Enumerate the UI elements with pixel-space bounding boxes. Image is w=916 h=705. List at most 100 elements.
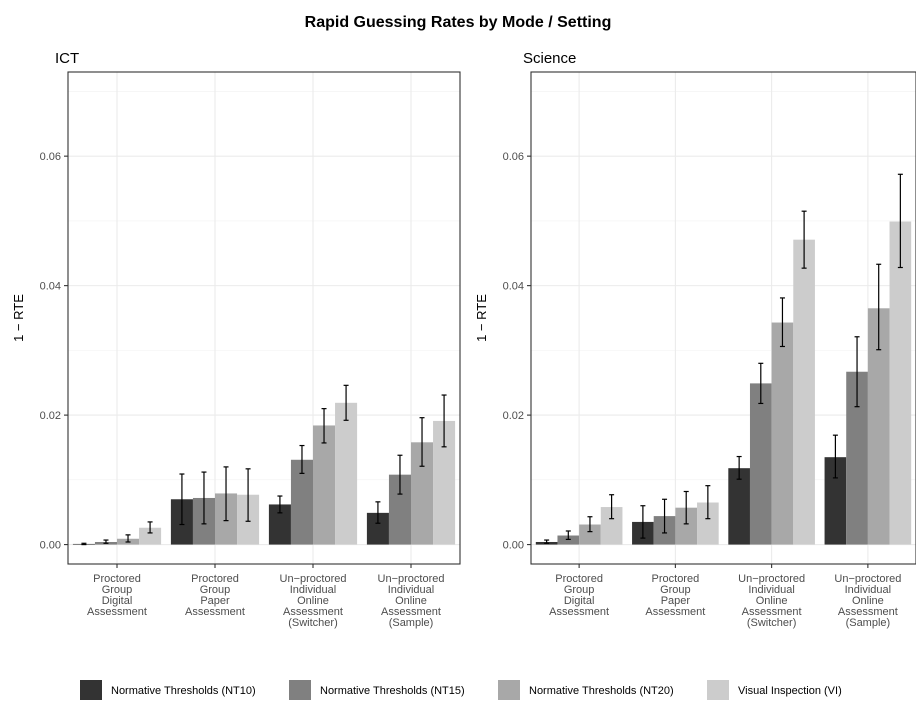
error-bar	[277, 495, 283, 514]
bar	[411, 442, 434, 545]
error-bar	[897, 173, 903, 269]
legend-item: Normative Thresholds (NT20)	[498, 680, 674, 702]
x-tick-label-line: Assessment	[185, 606, 245, 618]
bar	[290, 459, 313, 545]
legend-label: Visual Inspection (VI)	[738, 685, 842, 697]
y-axis-title: 1 − RTE	[474, 294, 489, 342]
x-tick-label: Un−proctored Individual Online Assessment (S…	[834, 573, 901, 629]
error-bar	[201, 471, 207, 525]
bar	[889, 221, 912, 545]
x-tick-label-line: Group	[102, 584, 133, 596]
bar	[335, 402, 358, 545]
y-tick-label: 0.04	[503, 281, 524, 293]
bar	[728, 468, 750, 545]
x-tick-label: Proctored Group Digital Assessment	[549, 573, 609, 618]
x-tick-label: Proctored Group Digital Assessment	[87, 573, 147, 618]
error-bar	[375, 501, 381, 524]
bar	[579, 524, 601, 545]
x-tick-label: Proctored Group Paper Assessment	[185, 573, 245, 618]
bar	[557, 535, 580, 545]
error-bar	[876, 263, 882, 351]
x-tick-label-line: Assessment	[381, 606, 441, 618]
x-tick-label-line: Un−proctored	[834, 573, 901, 585]
panel-border	[530, 71, 916, 565]
error-bar	[736, 455, 742, 480]
x-tick-label-line: Paper	[661, 595, 691, 607]
y-tick-label: 0.00	[40, 540, 61, 552]
error-bar	[544, 539, 550, 544]
x-tick-label-line: (Switcher)	[747, 617, 797, 629]
bar	[139, 527, 162, 545]
x-tick-label-line: Individual	[290, 584, 336, 596]
x-tick-label-line: Group	[564, 584, 595, 596]
bar	[313, 425, 336, 545]
bar	[268, 504, 291, 545]
x-tick-label-line: Group	[660, 584, 691, 596]
x-tick-label-line: Assessment	[549, 606, 609, 618]
bar	[867, 308, 890, 545]
y-tick-label: 0.06	[40, 151, 61, 163]
x-tick-label: Un−proctored Individual Online Assessment (S…	[738, 573, 805, 629]
legend-label: Normative Thresholds (NT20)	[529, 685, 674, 697]
x-tick-label-line: Assessment	[645, 606, 705, 618]
x-tick-label-line: Assessment	[742, 606, 802, 618]
error-bar	[223, 466, 229, 522]
bar	[433, 420, 456, 545]
x-tick-label-line: Individual	[845, 584, 891, 596]
error-bar	[565, 530, 571, 541]
legend-label: Normative Thresholds (NT10)	[111, 685, 256, 697]
y-tick-label: 0.02	[40, 410, 61, 422]
bar	[824, 457, 847, 545]
error-bar	[125, 534, 131, 543]
x-tick-label-line: Group	[200, 584, 231, 596]
bar	[793, 239, 815, 545]
error-bar	[801, 210, 807, 269]
y-tick-label: 0.02	[503, 410, 524, 422]
panel-title: Science	[523, 50, 576, 67]
error-bar	[609, 494, 615, 520]
y-tick-label: 0.06	[503, 151, 524, 163]
legend-item: Normative Thresholds (NT15)	[289, 680, 465, 702]
x-tick-label-line: Proctored	[652, 573, 700, 585]
x-tick-label-line: Online	[395, 595, 427, 607]
x-tick-label: Un−proctored Individual Online Assessment (S…	[378, 573, 445, 629]
legend-swatch	[707, 680, 729, 702]
bar	[697, 502, 719, 545]
error-bar	[640, 505, 646, 539]
error-bar	[779, 297, 785, 348]
x-tick-label: Un−proctored Individual Online Assessment (S…	[280, 573, 347, 629]
y-tick-label: 0.00	[503, 540, 524, 552]
bar	[366, 512, 389, 545]
legend: Normative Thresholds (NT10) Normative Thr…	[80, 680, 842, 702]
y-tick-label: 0.04	[40, 281, 61, 293]
panel-border	[67, 71, 461, 565]
bar	[388, 474, 411, 545]
legend-label: Normative Thresholds (NT15)	[320, 685, 465, 697]
error-bar	[419, 417, 425, 467]
legend-item: Normative Thresholds (NT10)	[80, 680, 256, 702]
x-tick-label-line: Digital	[102, 595, 133, 607]
error-bar	[705, 485, 711, 520]
chart-title: Rapid Guessing Rates by Mode / Setting	[305, 14, 612, 31]
error-bar	[832, 434, 838, 479]
x-tick-label-line: Digital	[564, 595, 595, 607]
legend-swatch	[289, 680, 311, 702]
x-tick-label-line: Un−proctored	[378, 573, 445, 585]
x-tick-label-line: Proctored	[93, 573, 141, 585]
error-bar	[441, 394, 447, 448]
error-bar	[179, 473, 185, 526]
x-tick-label-line: Proctored	[191, 573, 239, 585]
error-bar	[245, 468, 251, 522]
bar	[771, 322, 794, 545]
legend-item: Visual Inspection (VI)	[707, 680, 842, 702]
legend-swatch	[80, 680, 102, 702]
bar	[846, 371, 868, 545]
x-tick-label-line: (Sample)	[846, 617, 891, 629]
error-bar	[147, 521, 153, 534]
error-bar	[81, 542, 87, 546]
